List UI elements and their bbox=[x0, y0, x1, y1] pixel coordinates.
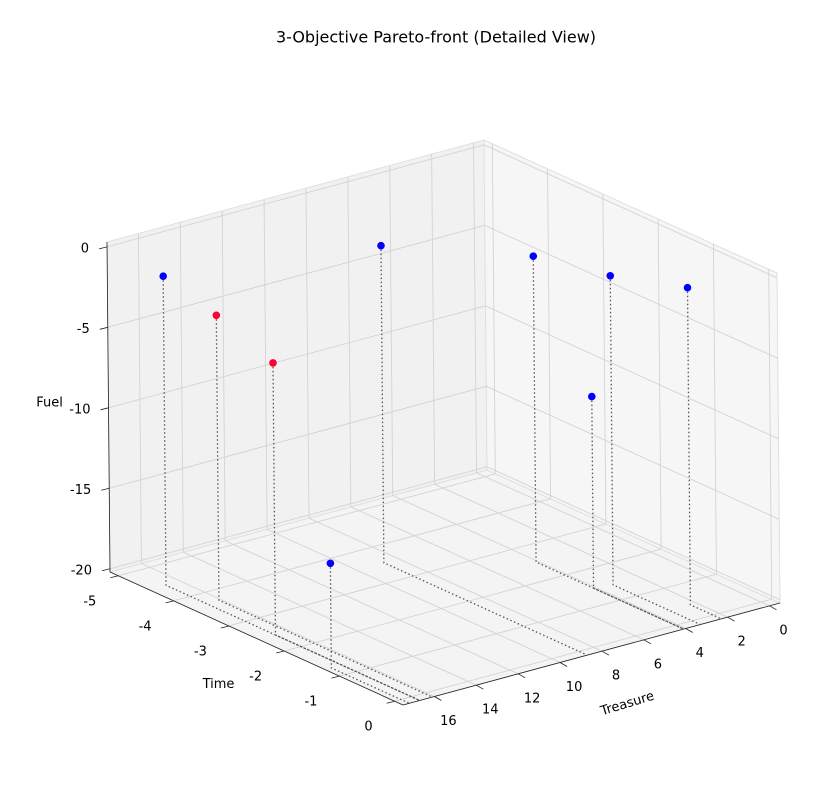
tick-mark bbox=[602, 651, 609, 655]
z-tick-label: -15 bbox=[70, 483, 91, 498]
x-tick-label: 4 bbox=[696, 646, 704, 661]
x-tick-label: 10 bbox=[566, 680, 583, 695]
tick-mark bbox=[110, 576, 118, 578]
y-tick-label: -1 bbox=[304, 695, 317, 710]
tick-mark bbox=[101, 408, 109, 410]
data-point bbox=[529, 252, 537, 260]
tick-mark bbox=[728, 617, 735, 621]
tick-mark bbox=[99, 247, 107, 249]
x-tick-label: 2 bbox=[737, 635, 745, 650]
tick-mark bbox=[101, 488, 109, 490]
data-point bbox=[606, 272, 614, 280]
tick-mark bbox=[102, 569, 110, 571]
x-tick-label: 12 bbox=[524, 691, 541, 706]
y-tick-label: -3 bbox=[194, 644, 207, 659]
x-tick-label: 8 bbox=[612, 669, 620, 684]
x-tick-label: 14 bbox=[482, 703, 499, 718]
y-tick-label: -4 bbox=[139, 619, 152, 634]
chart-title: 3-Objective Pareto-front (Detailed View) bbox=[276, 28, 596, 47]
data-point bbox=[588, 393, 596, 401]
z-tick-label: -20 bbox=[71, 563, 92, 578]
tick-mark bbox=[686, 629, 693, 633]
data-point bbox=[377, 242, 385, 250]
x-axis-label: Treasure bbox=[598, 689, 656, 720]
tick-mark bbox=[166, 601, 174, 603]
tick-mark bbox=[100, 327, 108, 329]
y-tick-label: 0 bbox=[364, 720, 372, 735]
x-tick-label: 16 bbox=[440, 714, 457, 729]
y-axis-label: Time bbox=[202, 677, 235, 692]
z-tick-label: -10 bbox=[69, 402, 90, 417]
tick-mark bbox=[276, 651, 284, 653]
tick-mark bbox=[644, 640, 651, 644]
tick-mark bbox=[476, 685, 483, 689]
x-tick-label: 0 bbox=[779, 623, 787, 638]
data-point bbox=[159, 272, 167, 280]
data-point bbox=[269, 359, 277, 367]
x-tick-label: 6 bbox=[654, 657, 662, 672]
tick-mark bbox=[221, 626, 229, 628]
z-tick-label: 0 bbox=[81, 241, 89, 256]
chart: 3-Objective Pareto-front (Detailed View)… bbox=[0, 0, 823, 785]
tick-mark bbox=[560, 663, 567, 667]
tick-mark bbox=[387, 701, 395, 703]
y-tick-label: -5 bbox=[83, 594, 96, 609]
data-point bbox=[684, 284, 692, 292]
page: 3-Objective Pareto-front (Detailed View)… bbox=[0, 0, 823, 785]
data-point bbox=[327, 559, 335, 567]
y-tick-label: -2 bbox=[249, 670, 262, 685]
z-axis-label: Fuel bbox=[36, 396, 63, 411]
tick-mark bbox=[770, 606, 777, 610]
tick-mark bbox=[518, 674, 525, 678]
tick-mark bbox=[331, 676, 339, 678]
tick-mark bbox=[434, 697, 441, 701]
data-point bbox=[213, 311, 221, 319]
z-tick-label: -5 bbox=[77, 322, 90, 337]
